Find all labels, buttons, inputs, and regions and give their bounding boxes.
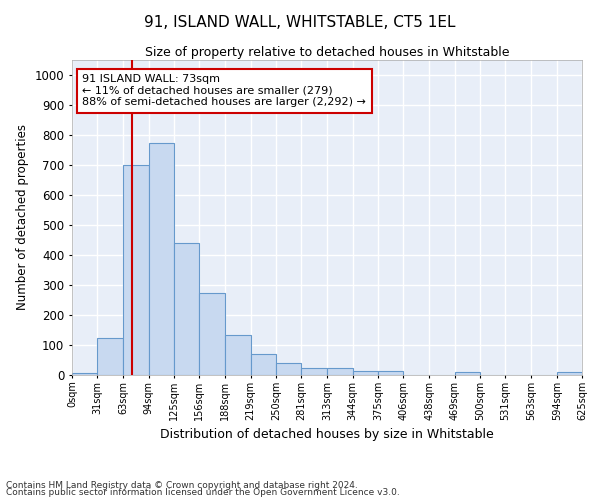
Bar [353, 372, 378, 375]
Text: 91 ISLAND WALL: 73sqm
← 11% of detached houses are smaller (279)
88% of semi-det: 91 ISLAND WALL: 73sqm ← 11% of detached … [82, 74, 366, 108]
Bar [226, 336, 251, 375]
Text: 91, ISLAND WALL, WHITSTABLE, CT5 1EL: 91, ISLAND WALL, WHITSTABLE, CT5 1EL [144, 15, 456, 30]
X-axis label: Distribution of detached houses by size in Whitstable: Distribution of detached houses by size … [160, 428, 494, 442]
Bar [328, 368, 353, 375]
Bar [124, 165, 149, 375]
Bar [455, 372, 480, 375]
Bar [149, 142, 174, 375]
Bar [557, 372, 582, 375]
Bar [251, 354, 276, 375]
Bar [199, 293, 226, 375]
Title: Size of property relative to detached houses in Whitstable: Size of property relative to detached ho… [145, 46, 509, 59]
Bar [378, 372, 403, 375]
Text: Contains HM Land Registry data © Crown copyright and database right 2024.: Contains HM Land Registry data © Crown c… [6, 480, 358, 490]
Bar [97, 338, 124, 375]
Bar [72, 372, 97, 375]
Text: Contains public sector information licensed under the Open Government Licence v3: Contains public sector information licen… [6, 488, 400, 497]
Bar [276, 363, 301, 375]
Bar [174, 243, 199, 375]
Bar [301, 368, 328, 375]
Y-axis label: Number of detached properties: Number of detached properties [16, 124, 29, 310]
